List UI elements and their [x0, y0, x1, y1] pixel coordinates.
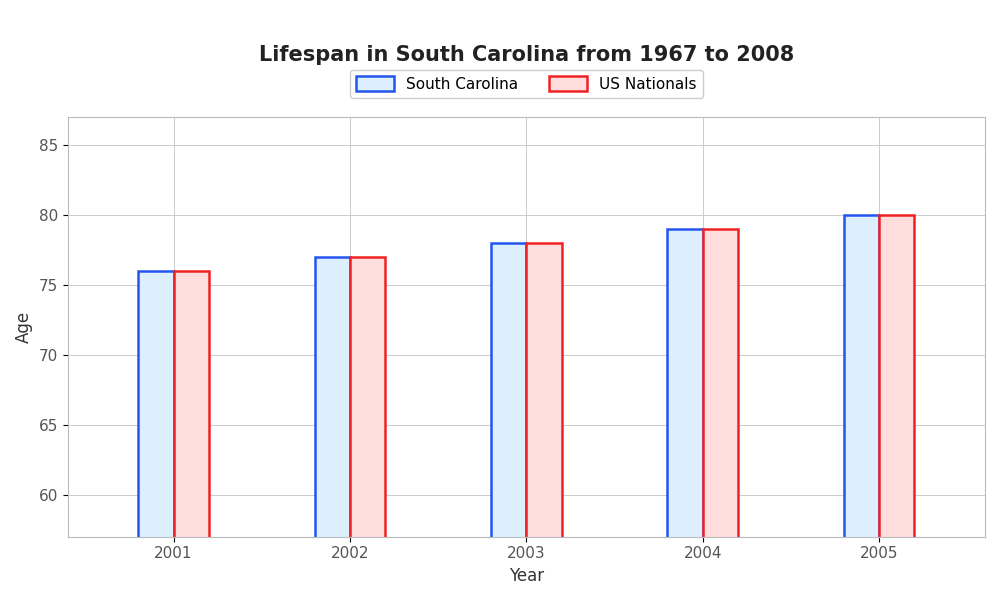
Bar [315, 257, 350, 600]
Bar [526, 242, 562, 600]
Bar [138, 271, 174, 600]
Bar [703, 229, 738, 600]
Bar [844, 215, 879, 600]
Bar [350, 257, 385, 600]
Bar [667, 229, 703, 600]
Title: Lifespan in South Carolina from 1967 to 2008: Lifespan in South Carolina from 1967 to … [259, 45, 794, 65]
X-axis label: Year: Year [509, 567, 544, 585]
Bar [174, 271, 209, 600]
Y-axis label: Age: Age [15, 311, 33, 343]
Bar [491, 242, 526, 600]
Legend: South Carolina, US Nationals: South Carolina, US Nationals [350, 70, 703, 98]
Bar [879, 215, 914, 600]
